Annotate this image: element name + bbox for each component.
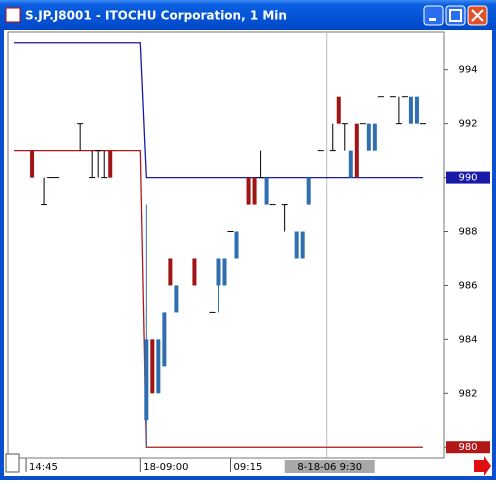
price-line [14, 42, 423, 179]
scroll-box[interactable] [5, 453, 20, 473]
x-tick-label: 14:45 [29, 462, 58, 473]
y-tick-label: 988 [458, 227, 477, 238]
candle-body [234, 231, 239, 259]
candle-body [366, 123, 371, 151]
y-tick-label: 992 [458, 119, 477, 130]
candle-body [174, 285, 179, 313]
plot: 980 982 984 986 988 990 992 994 14:45 18-09:00 09:… [14, 32, 490, 473]
y-tick-label: 994 [458, 65, 477, 76]
candle-body [216, 258, 221, 286]
y-tick-label: 986 [458, 280, 477, 291]
y-tick-label: 990 [458, 173, 477, 184]
window-title: S.JP.J8001 - ITOCHU Corporation, 1 Min [25, 9, 287, 23]
minimize-icon [429, 18, 436, 21]
candle-body [336, 96, 341, 124]
price-marker [446, 441, 490, 454]
candle-body [372, 123, 377, 151]
maximize-icon [449, 9, 462, 22]
candle-body [414, 96, 419, 124]
title-bar [0, 0, 496, 30]
candle-body [30, 150, 35, 178]
candle-body [168, 258, 173, 286]
candle-body [150, 339, 155, 394]
candle-body [162, 312, 167, 367]
candle-body [246, 177, 251, 205]
x-tick-label: 09:15 [234, 462, 263, 473]
price-line [14, 149, 423, 448]
app-icon [5, 7, 21, 23]
candle-body [144, 339, 149, 421]
candle-body [252, 177, 257, 205]
candle-body [156, 339, 161, 394]
candle-body [294, 231, 299, 259]
candle-body [108, 150, 113, 178]
scroll-arrow[interactable] [474, 456, 491, 476]
y-tick-label: 982 [458, 388, 477, 399]
candle-body [300, 231, 305, 259]
maximize-button[interactable] [445, 5, 466, 26]
candle-body [222, 258, 227, 286]
candle-body [192, 258, 197, 286]
cursor-label-box [284, 460, 375, 473]
candle-body [306, 177, 311, 205]
candle-body [264, 177, 269, 205]
price-marker [446, 171, 490, 184]
plot-area [7, 31, 445, 459]
minimize-button[interactable] [423, 5, 444, 26]
y-tick-label: 980 [458, 442, 477, 453]
candle-body [354, 123, 359, 178]
y-tick-label: 984 [458, 334, 477, 345]
candle-body [348, 150, 353, 178]
candle-body [408, 96, 413, 124]
cursor-label: 8-18-06 9:30 [297, 462, 362, 473]
x-tick-label: 18-09:00 [143, 462, 188, 473]
close-icon [471, 9, 484, 22]
